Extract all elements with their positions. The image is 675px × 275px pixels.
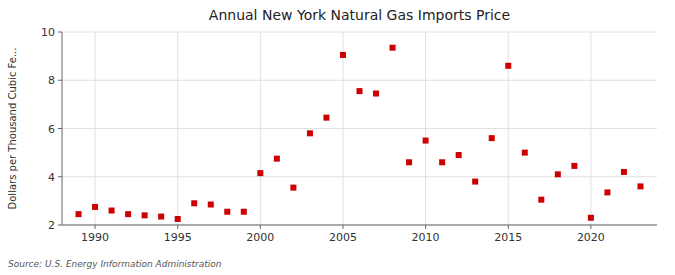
point — [224, 209, 230, 215]
point — [406, 159, 412, 165]
point — [423, 138, 429, 144]
point — [538, 197, 544, 203]
grid-line-x — [508, 32, 509, 225]
x-tick-label: 2010 — [412, 231, 440, 244]
x-tick-label: 2000 — [246, 231, 274, 244]
chart-container: 1990 1995 2000 2005 2010 2015 2020 2 4 6 8 10 Annual… — [0, 0, 675, 275]
y-tick — [58, 128, 62, 129]
point — [208, 201, 214, 207]
title: Annual New York Natural Gas Imports Pric… — [209, 7, 510, 23]
y-axis-label: Dollars per Thousand Cubic Fe... — [7, 48, 18, 210]
point — [175, 216, 181, 222]
chart-svg: 1990 1995 2000 2005 2010 2015 2020 2 4 6 8 10 Annual… — [0, 0, 675, 275]
point — [257, 170, 263, 176]
point — [142, 212, 148, 218]
x-tick-label: 2020 — [577, 231, 605, 244]
point — [191, 200, 197, 206]
y-tick-label: 10 — [41, 26, 55, 39]
grid-line-x — [177, 32, 178, 225]
point — [373, 91, 379, 97]
x-tick — [508, 225, 509, 229]
point — [340, 52, 346, 58]
grid-line-x — [342, 32, 343, 225]
x-tick-label: 1995 — [164, 231, 192, 244]
x-tick — [342, 225, 343, 229]
y-tick-label: 8 — [48, 74, 55, 87]
x-tick — [590, 225, 591, 229]
point — [323, 115, 329, 121]
point — [241, 209, 247, 215]
point — [109, 208, 115, 214]
grid-line-x — [260, 32, 261, 225]
point — [390, 45, 396, 51]
point — [588, 215, 594, 221]
point — [505, 63, 511, 69]
grid-line-y — [62, 225, 657, 226]
grid-line-y — [62, 176, 657, 177]
x-axis-line — [62, 225, 657, 226]
point — [357, 88, 363, 94]
axes: 1990 1995 2000 2005 2010 2015 2020 2 4 6 8 10 — [41, 26, 657, 244]
source-note: Source: U.S. Energy Information Administ… — [8, 259, 222, 269]
point — [472, 179, 478, 185]
point — [439, 159, 445, 165]
grid-line-x — [95, 32, 96, 225]
y-tick-label: 6 — [48, 123, 55, 136]
x-tick-label: 1990 — [81, 231, 109, 244]
point — [125, 211, 131, 217]
point — [92, 204, 98, 210]
point — [522, 150, 528, 156]
point — [307, 130, 313, 136]
point — [555, 171, 561, 177]
y-tick-label: 4 — [48, 171, 55, 184]
x-tick-label: 2005 — [329, 231, 357, 244]
point — [604, 189, 610, 195]
x-tick — [425, 225, 426, 229]
point — [76, 211, 82, 217]
x-tick — [95, 225, 96, 229]
point — [274, 156, 280, 162]
point — [489, 135, 495, 141]
grid-line-x — [425, 32, 426, 225]
point — [621, 169, 627, 175]
point — [571, 163, 577, 169]
x-tick — [177, 225, 178, 229]
grid-line-y — [62, 80, 657, 81]
grid — [62, 32, 657, 225]
y-tick — [58, 176, 62, 177]
point — [158, 214, 164, 220]
y-tick-label: 2 — [48, 219, 55, 232]
point — [637, 183, 643, 189]
x-tick-label: 2015 — [494, 231, 522, 244]
marks — [76, 45, 644, 222]
grid-line-x — [590, 32, 591, 225]
x-tick — [260, 225, 261, 229]
grid-line-y — [62, 128, 657, 129]
y-tick — [58, 80, 62, 81]
grid-line-y — [62, 32, 657, 33]
y-tick — [58, 225, 62, 226]
y-tick — [58, 32, 62, 33]
point — [290, 185, 296, 191]
point — [456, 152, 462, 158]
